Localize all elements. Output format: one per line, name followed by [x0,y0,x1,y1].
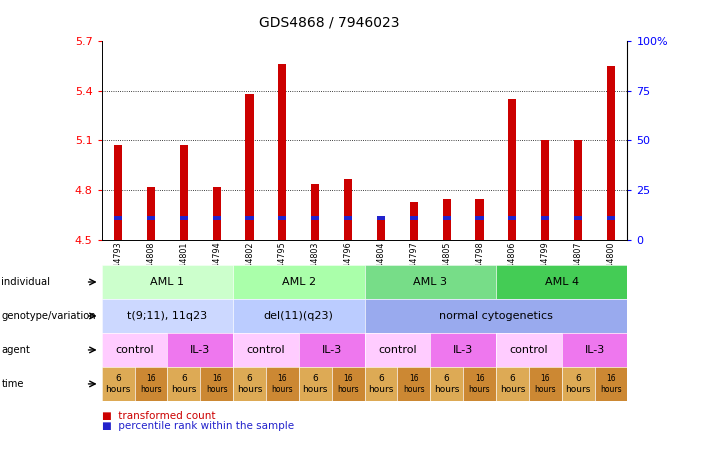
Text: 16
hours: 16 hours [206,374,227,394]
Text: individual: individual [1,277,50,287]
Text: 16
hours: 16 hours [469,374,490,394]
Bar [409,202,418,240]
Bar [475,216,484,220]
Text: 6
hours: 6 hours [105,374,131,394]
Bar [212,187,221,240]
Bar [278,64,287,240]
Bar [245,94,254,240]
Text: GDS4868 / 7946023: GDS4868 / 7946023 [259,16,400,30]
Bar [114,145,122,240]
Bar [442,216,451,220]
Bar [541,140,550,240]
Text: IL-3: IL-3 [322,345,342,355]
Text: 6
hours: 6 hours [237,374,262,394]
Text: genotype/variation: genotype/variation [1,311,96,321]
Bar [607,216,615,220]
Bar [179,216,188,220]
Text: del(11)(q23): del(11)(q23) [264,311,334,321]
Bar [212,216,221,220]
Bar [278,216,287,220]
Bar [475,198,484,240]
Bar [508,216,517,220]
Text: 16
hours: 16 hours [600,374,622,394]
Text: 6
hours: 6 hours [303,374,328,394]
Text: time: time [1,379,24,389]
Text: 6
hours: 6 hours [368,374,394,394]
Text: AML 4: AML 4 [545,277,579,287]
Bar [508,99,517,240]
Bar [311,183,320,240]
Text: 16
hours: 16 hours [271,374,293,394]
Text: 16
hours: 16 hours [403,374,425,394]
Bar [114,216,122,220]
Text: 16
hours: 16 hours [140,374,162,394]
Text: control: control [378,345,416,355]
Bar [147,216,155,220]
Bar [409,216,418,220]
Bar [344,216,352,220]
Text: control: control [115,345,154,355]
Bar [377,216,385,220]
Text: control: control [510,345,548,355]
Text: ■  percentile rank within the sample: ■ percentile rank within the sample [102,421,294,431]
Text: 16
hours: 16 hours [534,374,556,394]
Text: IL-3: IL-3 [190,345,210,355]
Text: AML 2: AML 2 [282,277,316,287]
Text: ■  transformed count: ■ transformed count [102,411,215,421]
Text: 6
hours: 6 hours [500,374,525,394]
Text: 6
hours: 6 hours [434,374,459,394]
Text: 6
hours: 6 hours [171,374,196,394]
Text: agent: agent [1,345,30,355]
Text: 6
hours: 6 hours [566,374,591,394]
Bar [311,216,320,220]
Text: control: control [247,345,285,355]
Text: AML 3: AML 3 [413,277,447,287]
Bar [574,216,583,220]
Bar [607,66,615,240]
Bar [344,178,352,240]
Bar [541,216,550,220]
Text: normal cytogenetics: normal cytogenetics [439,311,553,321]
Text: t(9;11), 11q23: t(9;11), 11q23 [128,311,207,321]
Text: 16
hours: 16 hours [337,374,359,394]
Bar [574,140,583,240]
Bar [442,198,451,240]
Bar [179,145,188,240]
Bar [377,218,385,240]
Bar [245,216,254,220]
Text: IL-3: IL-3 [453,345,473,355]
Text: IL-3: IL-3 [585,345,605,355]
Bar [147,187,155,240]
Text: AML 1: AML 1 [150,277,184,287]
